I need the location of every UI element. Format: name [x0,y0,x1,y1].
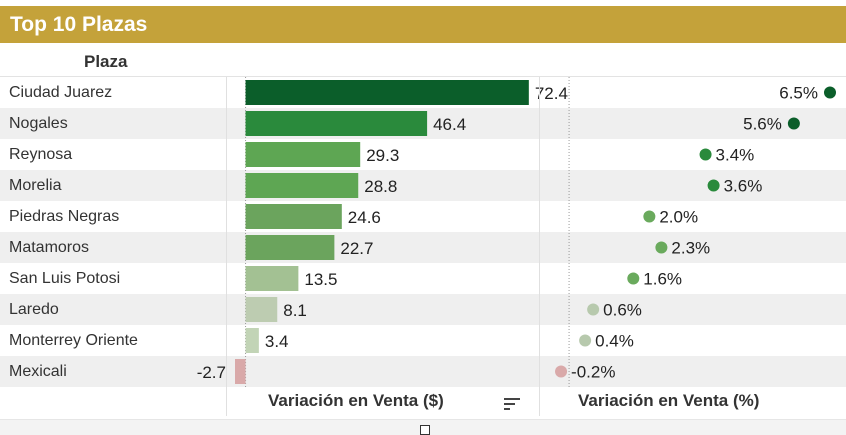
pct-label: 5.6% [743,115,782,134]
pct-label: -0.2% [571,363,615,382]
value-label: 3.4 [265,332,289,351]
value-bar [245,173,359,198]
plaza-label: Reynosa [9,146,73,163]
sort-descending-icon[interactable] [503,397,521,411]
plaza-label: Monterrey Oriente [9,332,138,349]
pct-dot [655,241,668,254]
plaza-label: Laredo [9,301,59,318]
pct-column-label[interactable]: Variación en Venta (%) [578,391,760,410]
pct-label: 2.3% [671,239,710,258]
pct-label: 3.4% [716,146,755,165]
pct-dot [627,272,640,285]
table-row[interactable]: Matamoros [0,232,846,263]
value-label: -2.7 [197,363,226,382]
chart-title: Top 10 Plazas [0,6,846,43]
header-divider [0,76,846,77]
plaza-label: Matamoros [9,239,90,256]
table-row[interactable]: San Luis Potosi [0,263,846,294]
plaza-label: Morelia [9,177,62,194]
column-divider-left [226,386,227,416]
value-bar [234,359,246,384]
table-row[interactable]: Piedras Negras [0,201,846,232]
value-label: 22.7 [340,239,373,258]
pct-label: 6.5% [779,84,818,103]
value-label: 72.4 [535,84,568,103]
value-bar [245,80,529,105]
pct-label: 2.0% [659,208,698,227]
table-row[interactable]: Mexicali [0,356,846,387]
pct-label: 3.6% [724,177,763,196]
plaza-label: Nogales [9,115,68,132]
value-label: 28.8 [364,177,397,196]
pct-dot [643,210,656,223]
plaza-label: San Luis Potosi [9,270,121,287]
table-row[interactable]: Ciudad Juarez [0,77,846,108]
value-bar [245,328,259,353]
pct-dot [824,86,836,99]
table-row[interactable]: Morelia [0,170,846,201]
pct-label: 1.6% [643,270,682,289]
value-column-label[interactable]: Variación en Venta ($) [268,391,444,410]
table-row[interactable]: Monterrey Oriente [0,325,846,356]
pct-dot [587,303,600,316]
value-bar [245,142,361,167]
pct-dot [707,179,720,192]
table-row[interactable]: Laredo [0,294,846,325]
column-divider-mid [539,77,540,416]
plaza-column-header[interactable]: Plaza [84,52,128,71]
pct-dot [555,365,568,378]
pct-dot [579,334,592,347]
value-label: 8.1 [283,301,307,320]
pct-label: 0.6% [603,301,642,320]
value-label: 13.5 [304,270,337,289]
value-bar [245,204,342,229]
table-row[interactable]: Reynosa [0,139,846,170]
value-bar [245,111,428,136]
pct-dot [787,117,800,130]
value-label: 29.3 [366,146,399,165]
plaza-label: Ciudad Juarez [9,84,113,101]
pct-dot [699,148,712,161]
value-bar [245,235,335,260]
pct-label: 0.4% [595,332,634,351]
value-bar [245,266,299,291]
value-label: 24.6 [348,208,381,227]
plaza-label: Mexicali [9,363,67,380]
value-label: 46.4 [433,115,466,134]
plaza-label: Piedras Negras [9,208,120,225]
value-bar [245,297,278,322]
